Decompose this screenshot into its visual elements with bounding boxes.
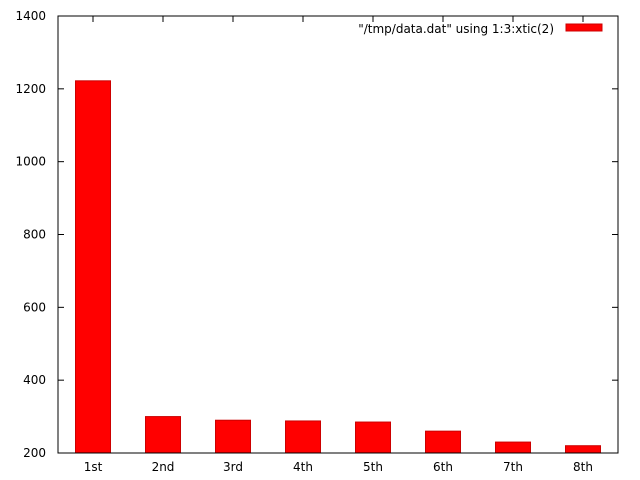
bar bbox=[285, 420, 321, 454]
y-tick-label: 400 bbox=[23, 373, 46, 387]
bar bbox=[215, 419, 251, 454]
bar bbox=[565, 445, 601, 454]
y-tick-label: 1000 bbox=[15, 155, 46, 169]
x-tick-label: 5th bbox=[363, 460, 383, 474]
axis-ticks bbox=[58, 15, 618, 454]
bar bbox=[355, 421, 391, 454]
x-tick-label: 4th bbox=[293, 460, 313, 474]
legend-swatch bbox=[565, 23, 603, 32]
y-tick-label: 800 bbox=[23, 228, 46, 242]
bar bbox=[75, 80, 111, 454]
x-tick-label: 6th bbox=[433, 460, 453, 474]
bars bbox=[75, 80, 601, 454]
tick-labels: 200 400 600 800 1000 1200 1400 1st 2nd 3rd 4th 5th 6… bbox=[15, 9, 593, 474]
legend-label: "/tmp/data.dat" using 1:3:xtic(2) bbox=[358, 22, 554, 36]
x-tick-label: 7th bbox=[503, 460, 523, 474]
bar bbox=[495, 441, 531, 454]
x-tick-label: 3rd bbox=[223, 460, 243, 474]
y-tick-label: 1400 bbox=[15, 9, 46, 23]
bar bbox=[145, 416, 181, 454]
x-tick-label: 8th bbox=[573, 460, 593, 474]
bar bbox=[425, 430, 461, 454]
y-tick-label: 600 bbox=[23, 300, 46, 314]
y-tick-label: 1200 bbox=[15, 82, 46, 96]
plot-frame bbox=[57, 15, 619, 454]
y-tick-label: 200 bbox=[23, 446, 46, 460]
legend: "/tmp/data.dat" using 1:3:xtic(2) bbox=[358, 22, 603, 36]
x-tick-label: 2nd bbox=[152, 460, 175, 474]
x-tick-label: 1st bbox=[84, 460, 103, 474]
